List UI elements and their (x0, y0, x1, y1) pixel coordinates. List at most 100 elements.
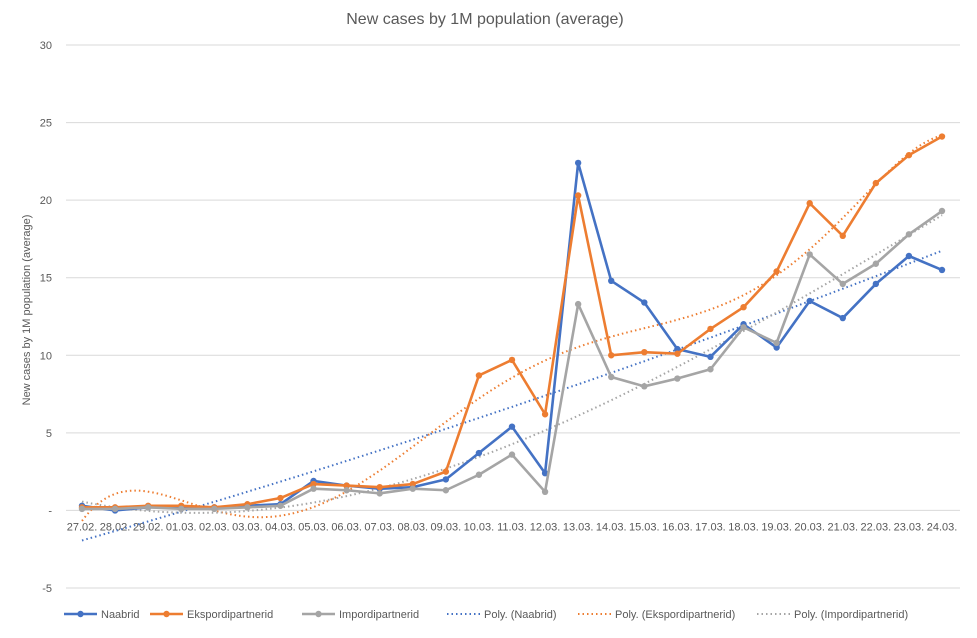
data-point (806, 200, 813, 207)
data-point (905, 252, 913, 260)
data-point (277, 494, 284, 502)
x-tick-label: 23.03. (894, 521, 925, 533)
data-point (442, 487, 450, 494)
data-point (608, 373, 615, 381)
data-point (773, 268, 780, 275)
x-tick-label: 10.03. (464, 521, 495, 533)
data-point (938, 266, 946, 274)
data-point (905, 231, 913, 238)
legend-marker (315, 610, 322, 618)
x-tick-label: 20.03. (794, 521, 825, 533)
data-point (376, 490, 383, 497)
data-point (376, 483, 383, 491)
data-point (608, 352, 615, 359)
data-point (541, 488, 549, 496)
legend-label: Ekspordipartnerid (187, 609, 273, 621)
trendlines (81, 134, 943, 542)
data-point (938, 207, 946, 215)
data-point (310, 485, 317, 492)
x-tick-label: 09.03. (431, 521, 462, 533)
y-axis-label: New cases by 1M population (average) (21, 215, 33, 406)
x-tick-label: 13.03. (563, 521, 594, 533)
legend-marker (77, 610, 84, 618)
series-line (81, 161, 943, 512)
x-tick-label: 16.03. (662, 521, 693, 533)
x-tick-label: 06.03. (331, 521, 362, 533)
data-point (872, 280, 880, 288)
data-point (211, 505, 218, 513)
data-point (641, 348, 648, 356)
legend-item: Poly. (Impordipartnerid) (757, 609, 908, 621)
data-point (442, 476, 450, 483)
data-point (608, 277, 615, 285)
x-tick-label: 11.03. (497, 521, 527, 533)
data-point (409, 485, 416, 492)
x-tick-label: 18.03. (728, 521, 759, 533)
y-tick-label: 15 (40, 273, 52, 285)
x-tick-label: 14.03. (596, 521, 627, 533)
data-point (641, 383, 648, 390)
data-point (740, 303, 747, 311)
data-point (310, 480, 317, 488)
x-tick-label: 27.02. (67, 521, 98, 533)
data-point (905, 151, 913, 159)
data-point (839, 232, 846, 240)
data-point (574, 300, 582, 308)
legend-label: Naabrid (101, 609, 140, 621)
data-point (872, 260, 880, 267)
x-tick-label: 22.03. (861, 521, 892, 533)
x-tick-label: 29.02. (133, 521, 164, 533)
y-tick-label: 30 (40, 40, 52, 52)
data-point (541, 411, 549, 418)
data-point (839, 280, 846, 288)
x-tick-label: 04.03. (265, 521, 296, 533)
x-tick-label: 07.03. (364, 521, 395, 533)
x-tick-label: 03.03. (232, 521, 263, 533)
x-tick-label: 01.03. (166, 521, 197, 533)
data-point (178, 505, 185, 513)
data-point (674, 375, 681, 382)
trendline-impordipartnerid (81, 214, 943, 514)
data-point (475, 372, 483, 379)
x-tick-label: 12.03. (530, 521, 561, 533)
data-point (674, 350, 681, 357)
x-tick-label: 28.02. (100, 521, 131, 533)
data-point (144, 504, 152, 511)
data-point (343, 487, 350, 494)
x-tick-label: 15.03. (629, 521, 660, 533)
legend-item: Impordipartnerid (302, 609, 419, 621)
x-tick-label: 24.03. (927, 521, 958, 533)
data-point (872, 179, 880, 187)
series-impordipartnerid (78, 207, 946, 513)
data-point (839, 314, 846, 322)
y-tick-label: 10 (40, 350, 52, 362)
legend-label: Impordipartnerid (339, 609, 419, 621)
data-point (343, 482, 350, 489)
data-point (806, 297, 813, 305)
legend-label: Poly. (Naabrid) (484, 609, 557, 621)
data-point (475, 471, 483, 478)
data-point (541, 469, 549, 477)
data-point (674, 345, 681, 353)
data-point (574, 192, 582, 199)
data-point (773, 339, 780, 347)
y-tick-label: -5 (42, 583, 52, 595)
data-point (475, 449, 483, 457)
data-point (773, 344, 780, 351)
x-tick-label: 21.03. (827, 521, 858, 533)
data-point (740, 324, 747, 331)
data-point (938, 133, 946, 140)
data-point (508, 451, 516, 458)
x-tick-label: 02.03. (199, 521, 230, 533)
data-point (78, 505, 86, 513)
legend-marker (163, 610, 170, 618)
y-tick-label: 20 (40, 195, 52, 207)
data-point (277, 502, 284, 509)
y-tick-label: 5 (46, 428, 52, 440)
legend-label: Poly. (Impordipartnerid) (794, 609, 908, 621)
series-naabrid (78, 159, 946, 514)
data-point (707, 366, 714, 373)
x-tick-label: 17.03. (695, 521, 726, 533)
